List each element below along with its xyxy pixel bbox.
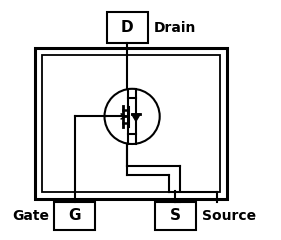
Text: Source: Source <box>202 209 256 223</box>
Bar <box>155 202 196 230</box>
Text: Drain: Drain <box>154 21 196 35</box>
Text: D: D <box>121 20 133 35</box>
Polygon shape <box>132 114 140 121</box>
Text: S: S <box>170 209 181 223</box>
Bar <box>35 48 227 199</box>
Bar <box>107 12 148 43</box>
Text: G: G <box>68 209 81 223</box>
Bar <box>54 202 95 230</box>
Bar <box>42 55 220 192</box>
Text: Gate: Gate <box>12 209 49 223</box>
